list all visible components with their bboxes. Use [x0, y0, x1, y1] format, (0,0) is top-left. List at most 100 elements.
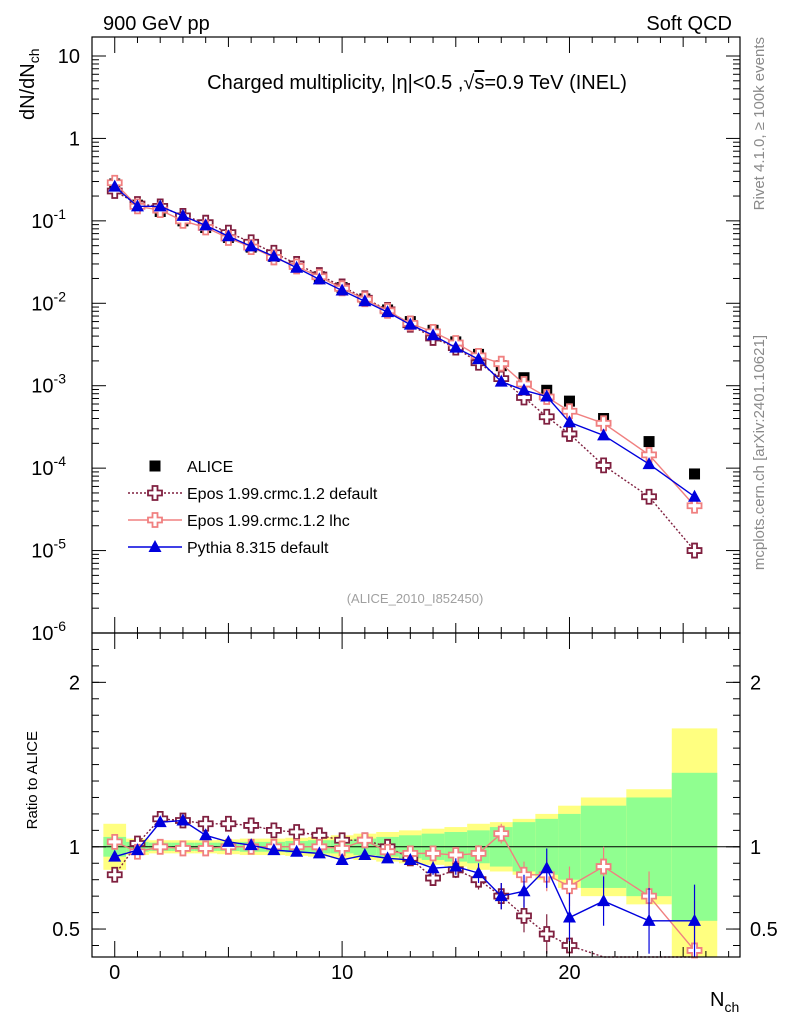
- ratio-point: [562, 910, 576, 923]
- y-tick-label: 10-4: [31, 453, 66, 480]
- ratio-tick-label-left: 2: [69, 672, 80, 694]
- title-sqrt: √: [463, 72, 474, 94]
- data-point: [335, 283, 349, 296]
- ratio-point: [106, 833, 123, 850]
- data-point: [426, 328, 440, 341]
- data-point: [540, 389, 554, 402]
- uncertainty-bands: [103, 728, 718, 957]
- plot-title: Charged multiplicity, |η|<0.5 ,√s=0.9 Te…: [207, 72, 627, 94]
- ratio-point: [152, 838, 169, 855]
- data-point: [561, 426, 578, 442]
- title-part-c: =0.9 TeV (INEL): [484, 72, 626, 94]
- ratio-point: [106, 866, 123, 883]
- data-point: [244, 239, 258, 252]
- ratio-tick-label-left: 1: [69, 837, 80, 859]
- data-point: [689, 468, 701, 480]
- ratio-frame: [91, 632, 741, 958]
- legend-marker: [147, 485, 163, 501]
- legend-label: Epos 1.99.crmc.1.2 default: [187, 486, 378, 503]
- ratio-point: [688, 913, 702, 926]
- ratio-point: [220, 815, 237, 832]
- ratio-point: [290, 844, 304, 857]
- ratio-point: [517, 884, 531, 897]
- data-point: [562, 415, 576, 428]
- data-point: [686, 542, 703, 559]
- ratio-point: [403, 852, 417, 865]
- ratio-point: [197, 815, 214, 832]
- title-part-a: Charged multiplicity,: [207, 72, 391, 94]
- ratio-point: [493, 825, 510, 842]
- data-point: [130, 199, 144, 212]
- data-point: [312, 272, 326, 285]
- x-axis-label: Nch: [710, 989, 739, 1015]
- data-point: [641, 488, 657, 505]
- data-point: [642, 457, 656, 470]
- ratio-point: [356, 832, 373, 849]
- y-axis-label-sub: ch: [26, 49, 42, 64]
- data-point: [472, 352, 486, 365]
- ratio-point: [597, 894, 611, 907]
- ratio-point: [381, 851, 395, 864]
- title-eta: η: [396, 72, 407, 94]
- data-point: [176, 208, 190, 221]
- ratio-point: [243, 817, 260, 834]
- ratio-point: [516, 907, 532, 924]
- y-tick-label: 10-3: [31, 371, 66, 398]
- data-point: [290, 260, 304, 273]
- ratio-point: [288, 824, 305, 840]
- ratio-point: [449, 859, 463, 872]
- ratio-point: [358, 848, 372, 861]
- rivet-version-label: Rivet 4.1.0, ≥ 100k events: [751, 37, 768, 210]
- ratio-point: [244, 838, 258, 851]
- x-tick-label: 0: [109, 962, 120, 984]
- ratio-point: [494, 889, 508, 902]
- data-point: [153, 199, 167, 212]
- ratio-point: [470, 845, 487, 862]
- data-point: [358, 294, 372, 307]
- data-point: [597, 428, 611, 441]
- ratio-tick-label-left: 0.5: [52, 919, 80, 941]
- title-part-b: |<0.5 ,: [408, 72, 464, 94]
- ratio-line: [114, 819, 695, 922]
- legend: ALICE Epos 1.99.crmc.1.2 default Epos 1.99…: [128, 459, 378, 557]
- ratio-tick-label-right: 0.5: [750, 919, 778, 941]
- x-tick-label: 20: [558, 962, 580, 984]
- mcplots-label: mcplots.cern.ch [arXiv:2401.10621]: [751, 335, 768, 570]
- data-point: [267, 249, 281, 262]
- y-tick-label: 10: [58, 46, 80, 68]
- ratio-point: [335, 852, 349, 865]
- data-point: [538, 408, 555, 425]
- ratio-point: [265, 822, 282, 839]
- ratio-point: [426, 861, 440, 874]
- data-point: [595, 457, 612, 474]
- data-point: [517, 383, 531, 396]
- data-point: [449, 340, 463, 353]
- data-point: [221, 229, 235, 242]
- ratio-point: [472, 866, 486, 879]
- ratio-point: [130, 843, 144, 856]
- header-right: Soft QCD: [646, 13, 732, 35]
- data-point: [381, 305, 395, 318]
- legend-marker: [149, 460, 161, 472]
- series-line: [114, 186, 695, 498]
- ratio-point: [538, 926, 555, 942]
- data-point: [563, 395, 575, 407]
- ratio-point: [197, 840, 214, 857]
- y-tick-label: 1: [69, 128, 80, 150]
- y-tick-label: 10-1: [31, 206, 66, 233]
- ratio-y-axis-label: Ratio to ALICE: [24, 731, 41, 829]
- ratio-point: [221, 834, 235, 847]
- x-tick-label: 10: [331, 962, 353, 984]
- y-tick-label: 10-5: [31, 536, 66, 563]
- series-layer: [106, 174, 703, 959]
- ratio-point: [108, 849, 122, 862]
- ratio-point: [425, 845, 441, 862]
- ratio-point: [153, 815, 167, 828]
- ratio-point: [312, 846, 326, 859]
- data-point: [494, 374, 508, 387]
- ratio-point: [267, 843, 281, 856]
- y-axis-label: dN/dNch: [17, 49, 42, 121]
- legend-label: Pythia 8.315 default: [187, 540, 329, 557]
